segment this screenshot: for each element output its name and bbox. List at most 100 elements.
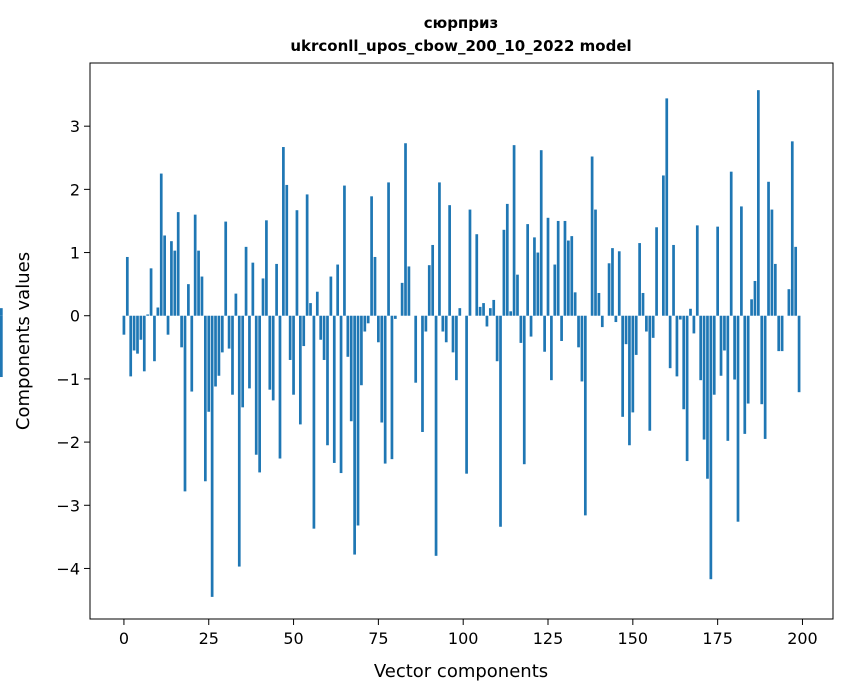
- bar-27: [214, 315, 217, 387]
- bar-60: [326, 315, 329, 446]
- bar-144: [611, 248, 614, 316]
- bar-76: [380, 315, 384, 423]
- bar-115: [512, 145, 516, 316]
- bar-64: [339, 315, 343, 474]
- bar-74: [373, 256, 377, 316]
- bar-168: [692, 315, 696, 334]
- bar-135: [580, 315, 584, 382]
- bar-34: [237, 315, 241, 567]
- bar-89: [424, 315, 428, 332]
- bar-52: [298, 315, 302, 425]
- bar-176: [719, 315, 723, 376]
- y-tick-label-0: 0: [70, 307, 80, 326]
- bar-46: [278, 315, 282, 459]
- bar-23: [200, 276, 204, 316]
- bar-15: [173, 250, 177, 316]
- bar-99: [458, 308, 462, 316]
- bar-169: [695, 225, 699, 316]
- bar-192: [773, 263, 777, 316]
- bar-56: [312, 315, 316, 529]
- y-tick-label-2: 2: [70, 180, 80, 199]
- bar-35: [241, 315, 245, 408]
- bar-118: [522, 315, 526, 465]
- bar-91: [431, 244, 435, 316]
- bar-101: [465, 315, 468, 474]
- bar-199: [797, 315, 801, 393]
- bar-133: [573, 292, 577, 316]
- bar-40: [258, 315, 261, 473]
- bar-179: [729, 171, 733, 316]
- bar-55: [309, 303, 312, 316]
- bar-110: [495, 315, 499, 362]
- bar-155: [648, 315, 652, 431]
- bar-20: [190, 315, 194, 392]
- bar-178: [726, 315, 730, 441]
- bar-8: [149, 268, 153, 316]
- bar-164: [678, 315, 682, 320]
- bar-172: [706, 315, 709, 479]
- bar-71: [363, 315, 367, 332]
- bar-62: [332, 315, 336, 463]
- bar-165: [682, 315, 686, 410]
- bar-17: [180, 315, 183, 348]
- bar-37: [248, 315, 251, 389]
- bar-11: [159, 173, 163, 316]
- bar-16: [176, 212, 180, 316]
- bar-10: [156, 307, 160, 316]
- bar-111: [499, 315, 502, 527]
- bar-166: [685, 315, 689, 462]
- bar-138: [590, 156, 594, 316]
- bar-77: [383, 315, 387, 464]
- bar-150: [631, 315, 635, 413]
- bar-124: [543, 315, 546, 352]
- bar-123: [539, 150, 543, 316]
- bar-181: [736, 315, 740, 522]
- bar-193: [777, 315, 781, 352]
- x-axis-label: Vector components: [374, 661, 548, 682]
- bar-47: [282, 147, 285, 316]
- bar-121: [533, 237, 536, 316]
- x-tick-label-125: 125: [533, 629, 564, 648]
- bar-39: [254, 315, 258, 455]
- bar-58: [319, 315, 323, 340]
- bar-13: [166, 315, 170, 335]
- bar-122: [536, 252, 540, 316]
- bar-187: [757, 90, 760, 316]
- bar-180: [733, 315, 736, 380]
- bar-25: [207, 315, 211, 412]
- bar-88: [421, 315, 424, 432]
- bar-2: [129, 315, 133, 377]
- x-axis-ticks: 0 25 50 75 100 125 150 175 200: [119, 619, 818, 648]
- bar-7: [146, 314, 150, 316]
- bar-80: [393, 315, 397, 319]
- chart-title-line2: ukrconll_upos_cbow_200_10_2022 model: [290, 37, 631, 55]
- bar-26: [210, 315, 214, 597]
- bar-78: [387, 182, 390, 316]
- bar-3: [132, 315, 136, 351]
- bar-160: [665, 98, 669, 316]
- bar-14: [170, 241, 173, 316]
- bar-159: [662, 175, 665, 316]
- bar-33: [234, 293, 238, 316]
- bar-0: [122, 315, 126, 335]
- bar-98: [455, 315, 458, 381]
- x-tick-label-75: 75: [368, 629, 388, 648]
- bar-105: [478, 306, 482, 316]
- bar-79: [390, 315, 394, 460]
- bar-48: [285, 184, 289, 316]
- bar-149: [628, 315, 631, 446]
- bar-171: [702, 315, 706, 440]
- bar-108: [488, 308, 492, 316]
- bar-196: [787, 289, 791, 316]
- bar-84: [407, 266, 411, 316]
- bar-61: [329, 276, 333, 316]
- bar-134: [577, 315, 580, 348]
- bar-44: [271, 315, 275, 401]
- bar-114: [509, 311, 513, 316]
- bar-73: [370, 196, 373, 316]
- bar-53: [302, 315, 306, 347]
- bar-50: [292, 315, 295, 395]
- bar-157: [655, 227, 658, 316]
- bar-113: [505, 203, 509, 316]
